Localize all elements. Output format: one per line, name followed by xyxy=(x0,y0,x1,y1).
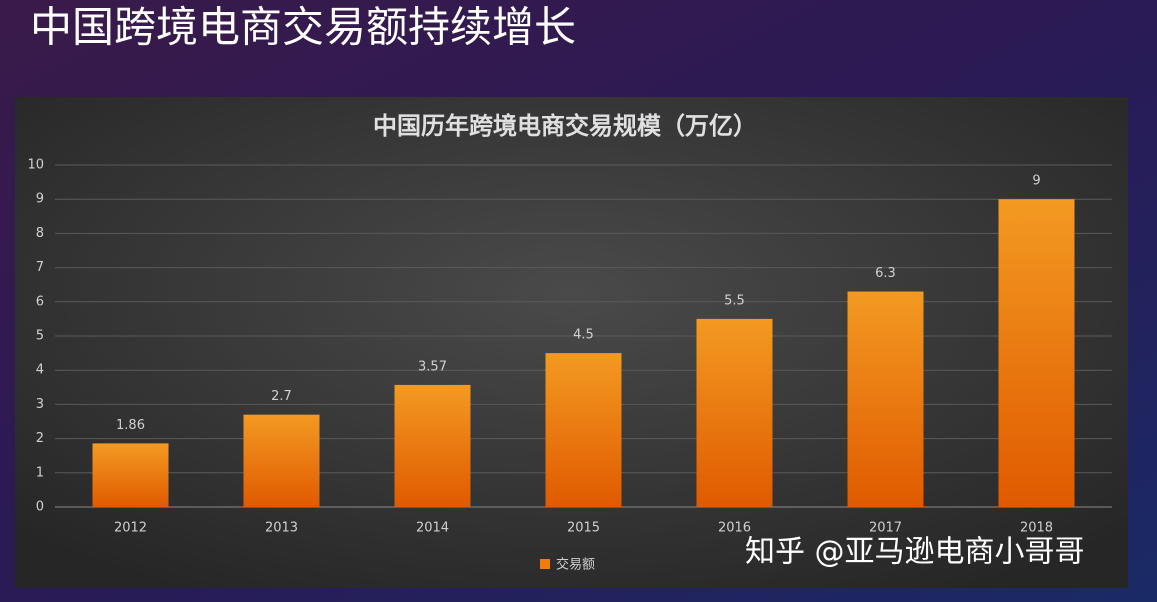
watermark: 知乎 @亚马逊电商小哥哥 xyxy=(745,535,1085,570)
y-tick-label: 6 xyxy=(36,294,44,309)
x-tick-label: 2018 xyxy=(1020,521,1053,536)
y-tick-label: 9 xyxy=(36,192,44,207)
data-label: 3.57 xyxy=(418,359,447,374)
bar xyxy=(92,443,169,507)
y-tick-label: 4 xyxy=(36,363,44,378)
bar xyxy=(998,199,1075,507)
plot: 0 1 2 3 4 5 6 7 8 9 10 2012 1.86 2013 2.7 2014 3.57 2015 4… xyxy=(27,158,1112,573)
y-tick-label: 5 xyxy=(36,329,44,344)
chart-panel xyxy=(15,97,1128,588)
data-label: 6.3 xyxy=(875,266,896,281)
bar xyxy=(545,353,622,507)
data-label: 5.5 xyxy=(724,293,745,308)
data-label: 1.86 xyxy=(116,418,145,433)
x-tick-label: 2013 xyxy=(265,521,298,536)
legend-swatch xyxy=(540,559,550,569)
x-tick-label: 2017 xyxy=(869,521,902,536)
y-tick-label: 2 xyxy=(36,431,44,446)
legend-label: 交易额 xyxy=(556,557,595,573)
bar xyxy=(847,291,924,507)
x-tick-label: 2012 xyxy=(114,521,147,536)
x-tick-label: 2015 xyxy=(567,521,600,536)
y-tick-label: 10 xyxy=(27,158,44,173)
bar xyxy=(243,414,320,507)
data-label: 4.5 xyxy=(573,328,594,343)
data-label: 2.7 xyxy=(271,389,292,404)
y-tick-label: 0 xyxy=(36,500,44,515)
data-label: 9 xyxy=(1032,174,1040,189)
bar xyxy=(394,384,471,507)
y-tick-label: 7 xyxy=(36,260,44,275)
x-tick-label: 2014 xyxy=(416,521,449,536)
chart-title: 中国历年跨境电商交易规模（万亿） xyxy=(373,112,757,140)
x-tick-label: 2016 xyxy=(718,521,751,536)
y-tick-label: 8 xyxy=(36,226,44,241)
y-tick-label: 1 xyxy=(36,465,44,480)
bar xyxy=(696,318,773,507)
y-tick-label: 3 xyxy=(36,397,44,412)
slide-title: 中国跨境电商交易额持续增长 xyxy=(30,3,576,52)
